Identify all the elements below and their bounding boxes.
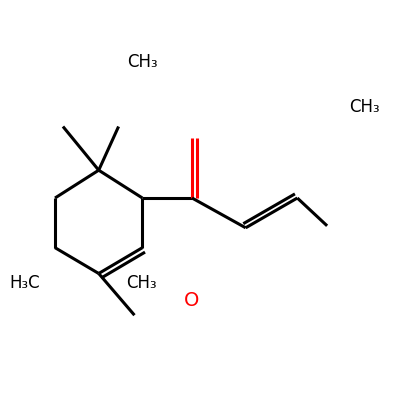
Text: CH₃: CH₃ [127, 53, 158, 71]
Text: H₃C: H₃C [9, 274, 40, 292]
Text: CH₃: CH₃ [126, 274, 157, 292]
Text: O: O [184, 291, 200, 310]
Text: CH₃: CH₃ [349, 98, 380, 116]
